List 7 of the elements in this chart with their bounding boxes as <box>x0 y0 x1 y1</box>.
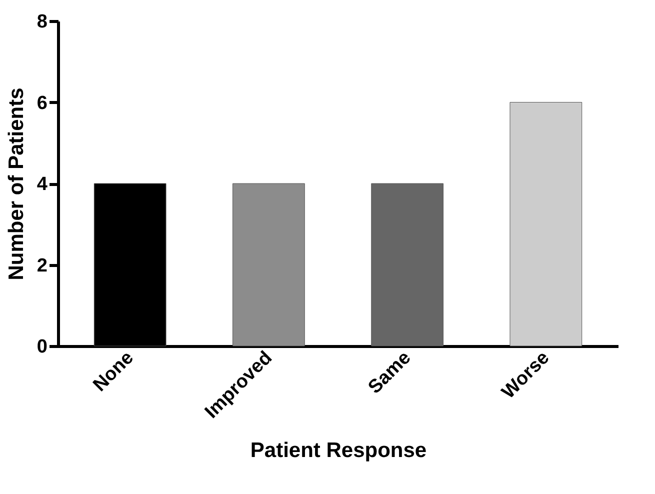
y-axis-title: Number of Patients <box>4 88 28 280</box>
x-axis-title: Patient Response <box>250 439 427 462</box>
y-tick-label: 4 <box>36 174 48 195</box>
y-tick-label: 8 <box>36 12 48 32</box>
y-tick-label: 2 <box>36 255 48 276</box>
y-tick-label: 6 <box>36 92 48 114</box>
y-tick-label: 0 <box>36 336 48 358</box>
